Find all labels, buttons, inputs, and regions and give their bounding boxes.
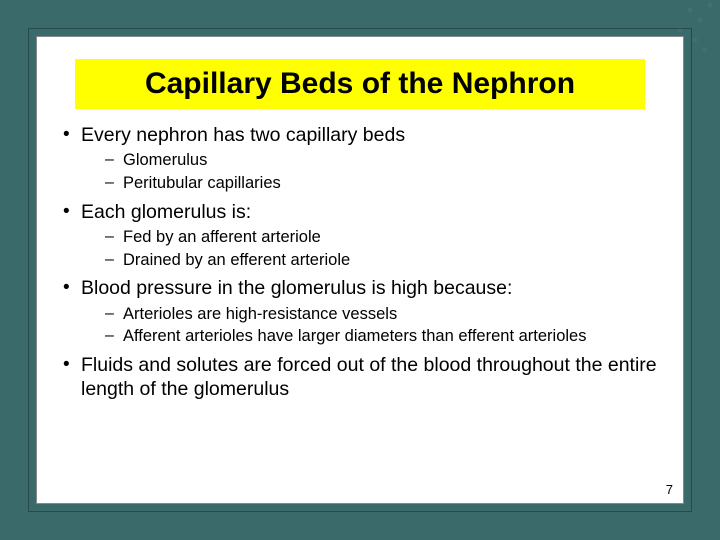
sub-bullet-item: Glomerulus (81, 150, 667, 171)
sub-bullet-text: Fed by an afferent arteriole (123, 228, 321, 246)
title-highlight: Capillary Beds of the Nephron (75, 59, 645, 109)
bullet-text: Each glomerulus is: (81, 201, 251, 223)
page-number: 7 (666, 482, 673, 497)
sub-bullet-text: Peritubular capillaries (123, 174, 281, 192)
bullet-item: Every nephron has two capillary beds Glo… (57, 123, 667, 194)
bullet-text: Fluids and solutes are forced out of the… (81, 354, 657, 400)
content-area: Every nephron has two capillary beds Glo… (57, 123, 667, 406)
slide-title: Capillary Beds of the Nephron (145, 67, 575, 101)
sub-bullet-text: Arterioles are high-resistance vessels (123, 305, 397, 323)
sub-bullet-item: Peritubular capillaries (81, 173, 667, 194)
sub-bullet-item: Afferent arterioles have larger diameter… (81, 326, 667, 347)
slide-body: Capillary Beds of the Nephron Every neph… (36, 36, 684, 504)
sub-bullet-text: Afferent arterioles have larger diameter… (123, 327, 586, 345)
bullet-item: Each glomerulus is: Fed by an afferent a… (57, 200, 667, 271)
bullet-text: Every nephron has two capillary beds (81, 124, 405, 146)
sub-bullet-item: Drained by an efferent arteriole (81, 250, 667, 271)
bullet-item: Blood pressure in the glomerulus is high… (57, 276, 667, 347)
sub-bullet-text: Drained by an efferent arteriole (123, 251, 350, 269)
sub-bullet-item: Arterioles are high-resistance vessels (81, 304, 667, 325)
sub-bullet-text: Glomerulus (123, 151, 207, 169)
sub-bullet-item: Fed by an afferent arteriole (81, 227, 667, 248)
bullet-text: Blood pressure in the glomerulus is high… (81, 277, 512, 299)
bullet-item: Fluids and solutes are forced out of the… (57, 353, 667, 402)
